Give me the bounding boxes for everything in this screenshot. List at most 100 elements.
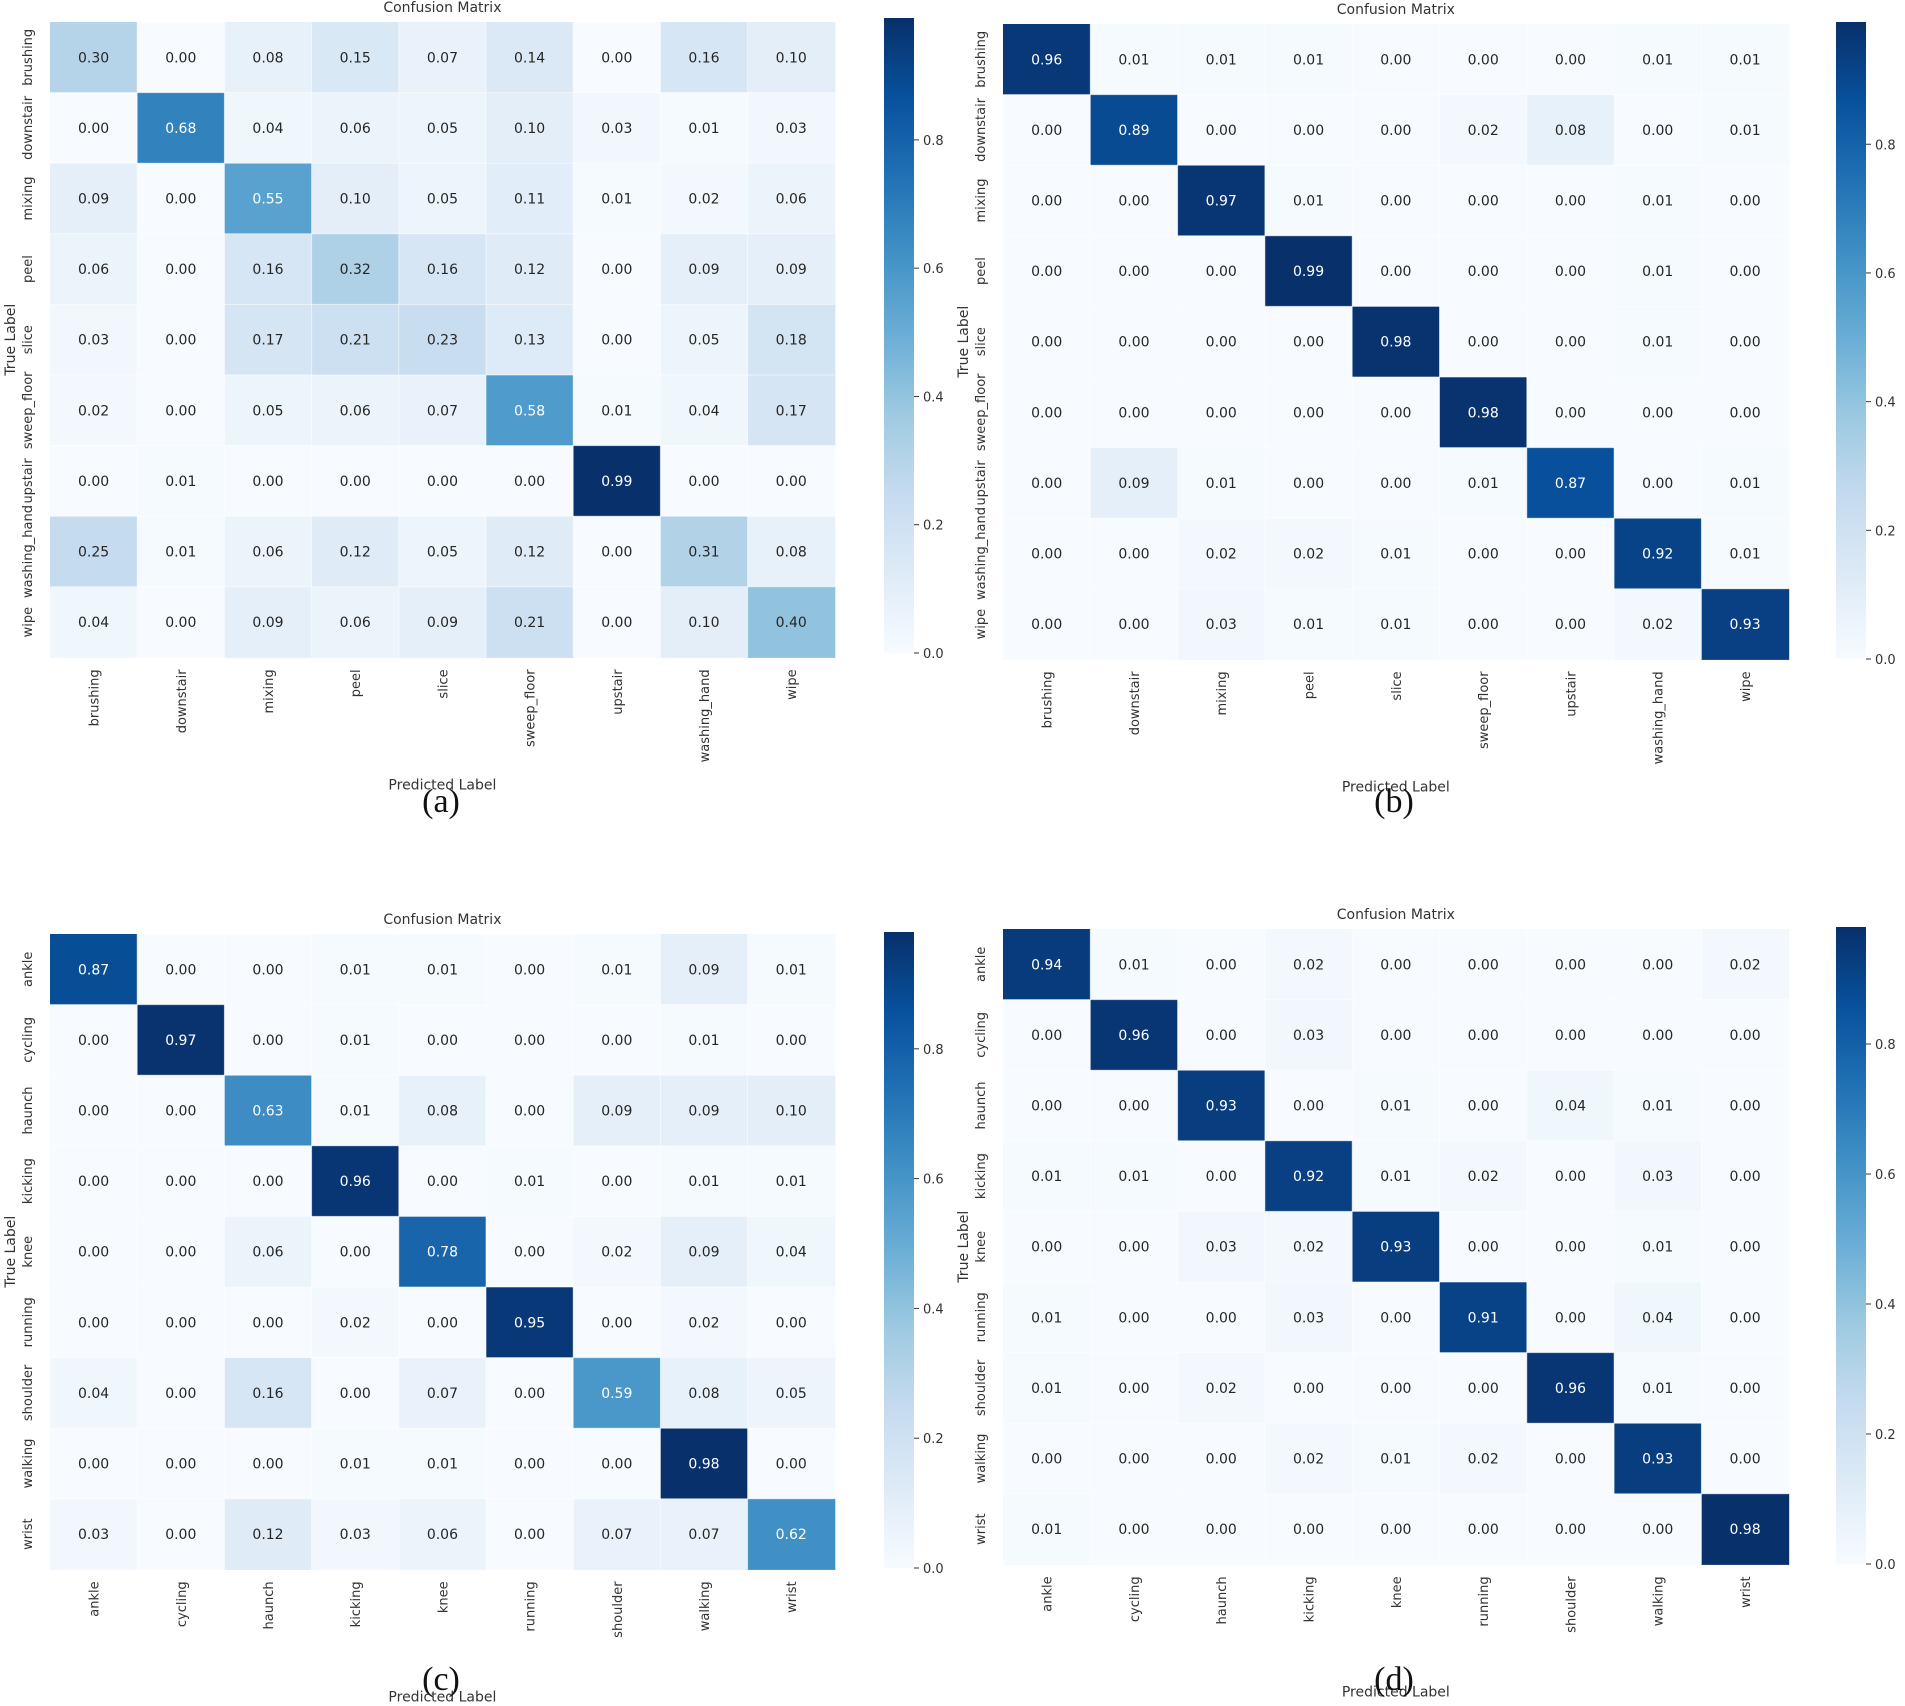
heatmap-cell [137, 163, 225, 235]
cell-value-label: 0.01 [1380, 547, 1411, 563]
y-tick-label: kicking [974, 1153, 989, 1199]
cell-value-label: 0.00 [1118, 547, 1149, 563]
cell-value-label: 0.00 [165, 262, 196, 278]
heatmap-cell [1614, 94, 1702, 166]
heatmap-cell [1264, 1070, 1353, 1142]
x-tick-label: walking [1652, 1576, 1667, 1626]
heatmap-cell [1439, 165, 1528, 237]
heatmap-cell [1614, 377, 1702, 449]
heatmap-cell [137, 1357, 225, 1429]
heatmap-cell [747, 1428, 836, 1500]
heatmap-cell [1003, 518, 1091, 590]
heatmap-cell [398, 375, 487, 447]
heatmap-cell [1352, 518, 1440, 590]
cell-value-label: 0.01 [1729, 547, 1760, 563]
cell-value-label: 0.05 [252, 403, 283, 419]
cell-value-label: 0.95 [514, 1315, 545, 1331]
cell-value-label: 0.01 [1642, 52, 1673, 68]
heatmap-cell [660, 586, 749, 658]
x-tick-label: sweep_floor [524, 669, 539, 747]
heatmap-cell [224, 445, 313, 517]
heatmap-cell [1003, 306, 1091, 378]
cell-value-label: 0.01 [1642, 335, 1673, 351]
heatmap-cell [1090, 235, 1179, 307]
cell-value-label: 0.01 [340, 1457, 371, 1473]
cell-value-label: 0.00 [1031, 1240, 1062, 1256]
x-tick-label: kicking [349, 1581, 364, 1627]
cell-value-label: 0.01 [1642, 1099, 1673, 1115]
heatmap-cell [224, 516, 313, 588]
cell-value-label: 0.63 [252, 1104, 283, 1120]
heatmap-cell [1264, 1352, 1353, 1424]
cell-value-label: 0.00 [1642, 957, 1673, 973]
heatmap-cell [50, 22, 138, 94]
x-tick-label: haunch [1215, 1576, 1230, 1624]
heatmap-cell [224, 586, 313, 658]
cell-value-label: 0.00 [688, 474, 719, 490]
heatmap-cell [1177, 235, 1266, 307]
heatmap-cell [398, 516, 487, 588]
colorbar-tick-label: 0.0 [923, 1562, 944, 1577]
cell-value-label: 0.00 [78, 1315, 109, 1331]
cell-value-label: 0.13 [514, 333, 545, 349]
heatmap-cell [50, 1428, 138, 1500]
x-tick-label: downstair [1128, 671, 1143, 736]
cell-value-label: 0.00 [1642, 405, 1673, 421]
heatmap-cell [398, 1075, 487, 1147]
heatmap-cell [1264, 588, 1353, 660]
heatmap-cell [1526, 588, 1615, 660]
heatmap-cell [1264, 165, 1353, 237]
heatmap-cell [1264, 377, 1353, 449]
cell-value-label: 0.00 [1031, 335, 1062, 351]
cell-value-label: 0.01 [1642, 264, 1673, 280]
heatmap-cell [486, 1428, 574, 1500]
cell-value-label: 0.03 [1642, 1169, 1673, 1185]
heatmap-cell [573, 934, 661, 1006]
cell-value-label: 0.01 [1380, 1099, 1411, 1115]
cell-value-label: 0.00 [776, 1033, 807, 1049]
cell-value-label: 0.00 [1206, 957, 1237, 973]
heatmap-cell [1090, 1423, 1179, 1495]
cell-value-label: 0.01 [165, 545, 196, 561]
cell-value-label: 0.00 [1642, 1028, 1673, 1044]
heatmap-cell [224, 1357, 313, 1429]
cell-value-label: 0.00 [1468, 1381, 1499, 1397]
cell-value-label: 0.01 [688, 121, 719, 137]
y-axis-label: True Label [3, 1216, 19, 1289]
heatmap-cell [1614, 518, 1702, 590]
cell-value-label: 0.87 [1555, 476, 1586, 492]
y-tick-label: haunch [21, 1086, 36, 1134]
heatmap-cell [660, 1498, 749, 1570]
cell-value-label: 0.12 [252, 1527, 283, 1543]
cell-value-label: 0.30 [78, 50, 109, 66]
heatmap-cell [747, 375, 836, 447]
heatmap-cell [1090, 1070, 1179, 1142]
heatmap-cell [50, 586, 138, 658]
cell-value-label: 0.00 [1206, 335, 1237, 351]
heatmap-cell [1352, 999, 1440, 1071]
heatmap-cell [1264, 518, 1353, 590]
y-tick-label: knee [974, 1231, 989, 1263]
heatmap-cell [1264, 447, 1353, 519]
cell-value-label: 0.93 [1206, 1099, 1237, 1115]
heatmap-cell [660, 375, 749, 447]
heatmap-cell [50, 1357, 138, 1429]
cell-value-label: 0.11 [514, 192, 545, 208]
cell-value-label: 0.94 [1031, 957, 1062, 973]
heatmap-cell [747, 1004, 836, 1076]
heatmap-cell [224, 934, 313, 1006]
cell-value-label: 0.07 [601, 1527, 632, 1543]
cell-value-label: 0.08 [688, 1386, 719, 1402]
heatmap-cell [1177, 999, 1266, 1071]
x-tick-label: cycling [175, 1581, 190, 1627]
cell-value-label: 0.00 [1380, 123, 1411, 139]
colorbar-tick-label: 0.8 [923, 134, 944, 149]
heatmap-cell [1439, 588, 1528, 660]
cell-value-label: 0.00 [1031, 1452, 1062, 1468]
heatmap-cell [1614, 1282, 1702, 1354]
heatmap-cell [1701, 24, 1790, 96]
cell-value-label: 0.00 [1031, 1028, 1062, 1044]
heatmap-cell [1701, 1352, 1790, 1424]
confusion-matrix-panel: Confusion Matrix 0.30 0.00 0.08 0.15 0.07 0.14… [3, 0, 944, 820]
